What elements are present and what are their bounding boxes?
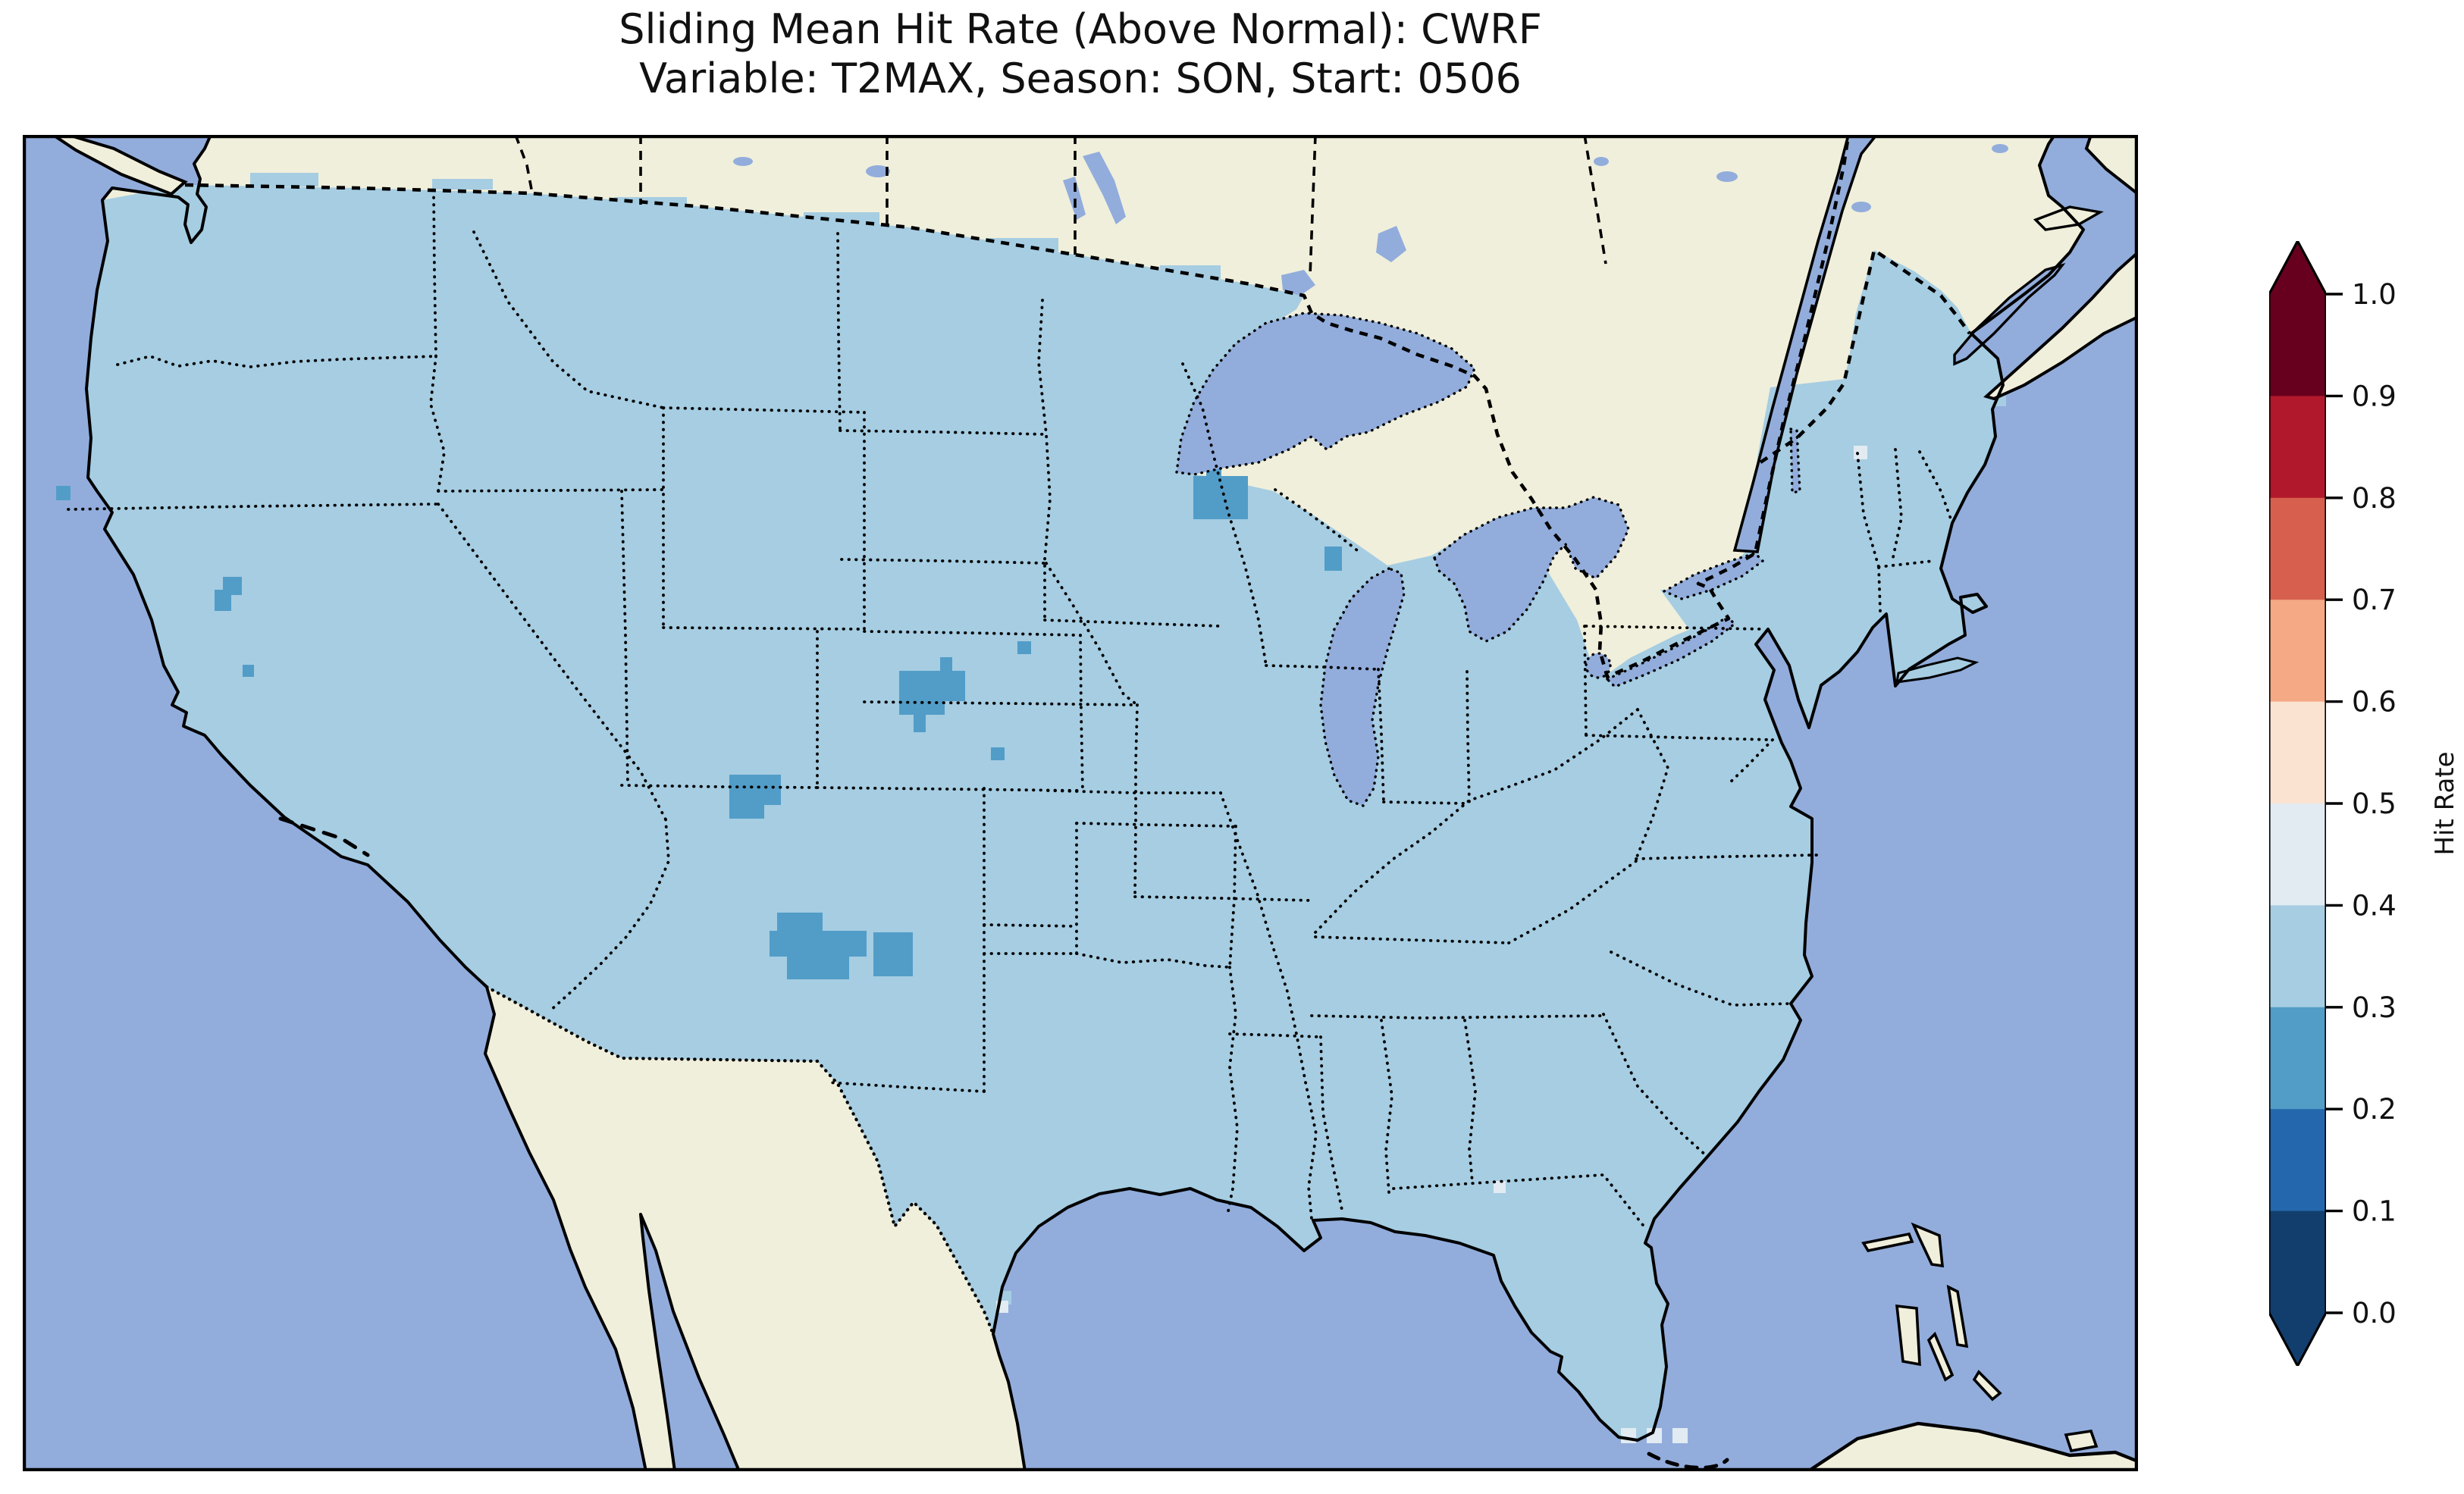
hit-rate-cell: [873, 932, 913, 976]
vancouver-island: [50, 135, 188, 196]
colorbar-tick-label: 0.0: [2352, 1297, 2397, 1330]
colorbar-tick-label: 0.2: [2352, 1093, 2397, 1126]
colorbar-axis: 1.0 0.9 0.8 0.7 0.6 0.5 0.4 0.3 0.2 0.1 0.0 Hit Ra…: [2326, 278, 2460, 1330]
colorbar-over-arrow: [2269, 241, 2326, 294]
colorbar-tick-label: 0.4: [2352, 889, 2397, 922]
map-frame: [23, 135, 2138, 1471]
colorbar-tick-label: 1.0: [2352, 278, 2397, 311]
colorbar-tick-label: 0.7: [2352, 584, 2397, 616]
colorbar-tick-label: 0.5: [2352, 788, 2397, 820]
colorbar-segments: [2269, 294, 2326, 1314]
hit-rate-cell: [223, 577, 242, 595]
figure-subtitle: Variable: T2MAX, Season: SON, Start: 050…: [639, 55, 1522, 102]
us-mexico-border: [484, 985, 995, 1336]
hit-rate-cells-04-05: [996, 446, 1867, 1443]
colorbar-tick-label: 0.6: [2352, 686, 2397, 719]
lake-michigan: [1321, 568, 1404, 806]
colorbar-tick-label: 0.1: [2352, 1195, 2397, 1228]
newfoundland-corner: [2084, 135, 2138, 196]
hit-rate-cell: [940, 657, 952, 671]
bay-of-fundy: [1953, 263, 2066, 366]
colorbar-segment: [2269, 396, 2326, 499]
coastline-gulf-atlantic: [992, 135, 2085, 1471]
colorbar-tick-label: 0.9: [2352, 380, 2397, 412]
colorbar-under-arrow: [2269, 1313, 2326, 1366]
st-lawrence-river: [1732, 135, 1879, 553]
lake-outlines: [1175, 312, 1801, 807]
coastline-pacific: [85, 135, 647, 1471]
hit-rate-cell: [1017, 641, 1031, 654]
colorbar-segment: [2269, 600, 2326, 703]
hit-rate-cell: [1494, 1181, 1506, 1193]
colorbar-segment: [2269, 294, 2326, 397]
hit-rate-cell: [770, 931, 867, 957]
colorbar-segment: [2269, 1211, 2326, 1314]
hit-rate-cell: [1647, 1428, 1662, 1443]
hit-rate-cell: [777, 913, 823, 932]
hit-rate-cell: [243, 665, 254, 677]
lakes: [1177, 313, 1800, 806]
colorbar-axis-label: Hit Rate: [2430, 751, 2460, 855]
colorbar-segment: [2269, 803, 2326, 907]
hit-rate-cell: [991, 747, 1005, 760]
hit-rate-cell: [899, 671, 965, 701]
lake-huron: [1434, 497, 1629, 641]
colorbar-segment: [2269, 1007, 2326, 1110]
us-canada-border-45n-maine: [1759, 248, 1971, 464]
canada-lakes: [733, 144, 2008, 296]
colorbar-segment: [2269, 701, 2326, 804]
channel-islands: [278, 816, 370, 857]
state-borders: [67, 191, 1954, 1229]
us-canada-border: [184, 135, 1851, 679]
hit-rate-cell: [914, 715, 926, 732]
colorbar-segment: [2269, 905, 2326, 1008]
hit-rate-cell: [1854, 446, 1867, 459]
hit-rate-cell: [787, 957, 849, 979]
colorbar-segment: [2269, 497, 2326, 600]
florida-keys: [1647, 1452, 1729, 1470]
us-data-region: [86, 185, 2003, 1440]
long-island: [1895, 656, 1980, 684]
hit-rate-cell: [1193, 476, 1248, 519]
lake-superior: [1177, 313, 1475, 475]
figure-title-block: Sliding Mean Hit Rate (Above Normal): CW…: [23, 5, 2138, 103]
hit-rate-cell: [899, 701, 945, 715]
colorbar-tick-label: 0.3: [2352, 991, 2397, 1024]
hispaniola-islet: [2064, 1429, 2099, 1453]
figure-title: Sliding Mean Hit Rate (Above Normal): CW…: [619, 5, 1542, 53]
colorbar: [2269, 241, 2326, 1366]
cuba: [1805, 1421, 2138, 1471]
lake-erie: [1607, 617, 1735, 687]
hit-rate-cell: [1672, 1428, 1688, 1443]
colorbar-tick-label: 0.8: [2352, 482, 2397, 515]
colorbar-ticks: 1.0 0.9 0.8 0.7 0.6 0.5 0.4 0.3 0.2 0.1 0.0: [2326, 278, 2397, 1330]
hit-rate-cell: [729, 775, 781, 805]
bahamas: [1861, 1222, 2002, 1402]
hit-rate-cell: [1324, 547, 1342, 571]
hit-rate-cell: [56, 486, 71, 500]
hit-rate-cell: [729, 805, 764, 819]
map-canvas: [23, 135, 2138, 1471]
coastline-gulf-of-california: [639, 1213, 741, 1471]
international-borders: [184, 135, 1971, 1336]
colorbar-segment: [2269, 1109, 2326, 1212]
